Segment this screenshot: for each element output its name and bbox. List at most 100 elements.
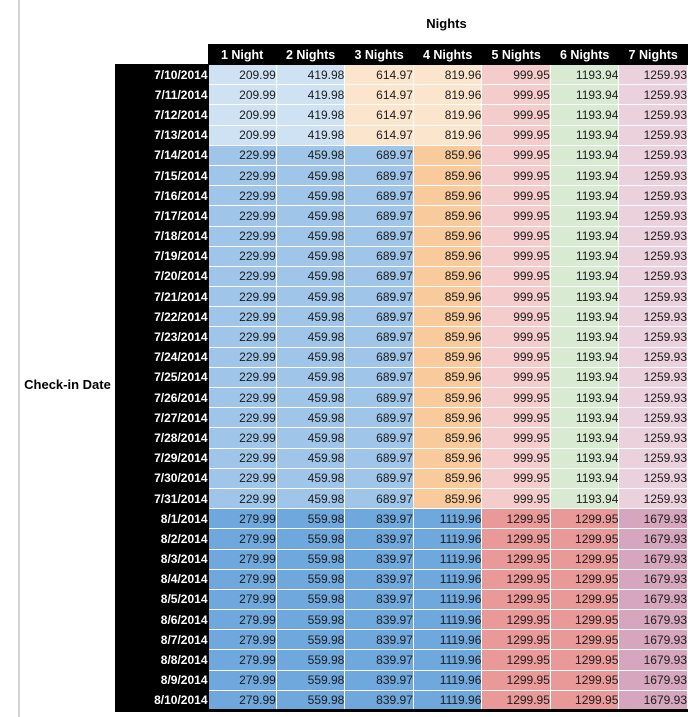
price-cell[interactable]: 279.99 <box>207 528 277 550</box>
price-cell[interactable]: 999.95 <box>481 124 551 146</box>
price-cell[interactable]: 1193.94 <box>549 164 620 187</box>
price-cell[interactable]: 1259.93 <box>618 265 688 288</box>
date-cell[interactable]: 8/7/2014 <box>115 629 209 651</box>
price-cell[interactable]: 819.96 <box>412 104 483 126</box>
price-cell[interactable]: 279.99 <box>207 548 277 570</box>
price-cell[interactable]: 1299.95 <box>481 609 551 631</box>
price-cell[interactable]: 999.95 <box>481 144 551 166</box>
price-cell[interactable]: 1259.93 <box>618 104 688 126</box>
price-cell[interactable]: 229.99 <box>207 487 277 510</box>
price-cell[interactable]: 459.98 <box>275 144 346 166</box>
price-cell[interactable]: 459.98 <box>275 225 346 247</box>
price-cell[interactable]: 459.98 <box>275 346 346 368</box>
price-cell[interactable]: 999.95 <box>481 467 551 489</box>
price-cell[interactable]: 229.99 <box>207 346 277 368</box>
price-cell[interactable]: 1119.96 <box>412 629 483 651</box>
price-cell[interactable]: 559.98 <box>275 568 346 590</box>
price-cell[interactable]: 459.98 <box>275 467 346 489</box>
price-cell[interactable]: 559.98 <box>275 508 346 530</box>
price-cell[interactable]: 859.96 <box>412 306 483 328</box>
price-cell[interactable]: 1259.93 <box>618 447 688 469</box>
price-cell[interactable]: 1259.93 <box>618 205 688 227</box>
price-cell[interactable]: 999.95 <box>481 386 551 409</box>
price-cell[interactable]: 229.99 <box>207 164 277 187</box>
date-cell[interactable]: 7/16/2014 <box>115 185 209 207</box>
price-cell[interactable]: 859.96 <box>412 346 483 368</box>
price-cell[interactable]: 859.96 <box>412 225 483 247</box>
price-cell[interactable]: 1259.93 <box>618 63 688 86</box>
price-cell[interactable]: 459.98 <box>275 164 346 187</box>
price-cell[interactable]: 1193.94 <box>549 245 620 267</box>
price-cell[interactable]: 614.97 <box>344 104 414 126</box>
price-cell[interactable]: 1119.96 <box>412 568 483 590</box>
price-cell[interactable]: 1299.95 <box>549 609 620 631</box>
date-cell[interactable]: 7/19/2014 <box>115 245 209 267</box>
price-cell[interactable]: 839.97 <box>344 548 414 570</box>
price-cell[interactable]: 1679.93 <box>618 689 688 712</box>
price-cell[interactable]: 459.98 <box>275 265 346 288</box>
price-cell[interactable]: 1259.93 <box>618 225 688 247</box>
price-cell[interactable]: 1193.94 <box>549 306 620 328</box>
price-cell[interactable]: 1193.94 <box>549 84 620 106</box>
price-cell[interactable]: 459.98 <box>275 366 346 389</box>
price-cell[interactable]: 1299.95 <box>549 528 620 550</box>
price-cell[interactable]: 229.99 <box>207 306 277 328</box>
price-cell[interactable]: 689.97 <box>344 487 414 510</box>
price-cell[interactable]: 1193.94 <box>549 265 620 288</box>
price-cell[interactable]: 1299.95 <box>549 629 620 651</box>
price-cell[interactable]: 859.96 <box>412 386 483 409</box>
price-cell[interactable]: 614.97 <box>344 84 414 106</box>
date-cell[interactable]: 7/24/2014 <box>115 346 209 368</box>
date-cell[interactable]: 7/14/2014 <box>115 144 209 166</box>
price-cell[interactable]: 1259.93 <box>618 386 688 409</box>
price-cell[interactable]: 459.98 <box>275 286 346 308</box>
price-cell[interactable]: 1299.95 <box>549 689 620 712</box>
price-cell[interactable]: 1193.94 <box>549 144 620 166</box>
price-cell[interactable]: 689.97 <box>344 386 414 409</box>
price-cell[interactable]: 559.98 <box>275 609 346 631</box>
price-cell[interactable]: 689.97 <box>344 467 414 489</box>
price-cell[interactable]: 459.98 <box>275 487 346 510</box>
date-cell[interactable]: 7/23/2014 <box>115 326 209 348</box>
price-cell[interactable]: 279.99 <box>207 669 277 691</box>
price-cell[interactable]: 999.95 <box>481 104 551 126</box>
price-cell[interactable]: 1299.95 <box>481 649 551 671</box>
date-cell[interactable]: 7/15/2014 <box>115 164 209 187</box>
price-cell[interactable]: 279.99 <box>207 568 277 590</box>
price-cell[interactable]: 559.98 <box>275 588 346 611</box>
price-cell[interactable]: 1259.93 <box>618 245 688 267</box>
column-header-cell[interactable]: 7 Nights <box>618 44 688 65</box>
price-cell[interactable]: 859.96 <box>412 245 483 267</box>
price-cell[interactable]: 1193.94 <box>549 407 620 429</box>
date-cell[interactable]: 8/3/2014 <box>115 548 209 570</box>
price-cell[interactable]: 209.99 <box>207 104 277 126</box>
price-cell[interactable]: 999.95 <box>481 366 551 389</box>
price-cell[interactable]: 1259.93 <box>618 185 688 207</box>
price-cell[interactable]: 999.95 <box>481 164 551 187</box>
price-cell[interactable]: 689.97 <box>344 346 414 368</box>
price-cell[interactable]: 459.98 <box>275 245 346 267</box>
price-cell[interactable]: 1299.95 <box>549 669 620 691</box>
price-cell[interactable]: 229.99 <box>207 265 277 288</box>
price-cell[interactable]: 999.95 <box>481 306 551 328</box>
date-cell[interactable]: 7/12/2014 <box>115 104 209 126</box>
price-cell[interactable]: 1679.93 <box>618 548 688 570</box>
price-cell[interactable]: 1679.93 <box>618 588 688 611</box>
price-cell[interactable]: 689.97 <box>344 427 414 449</box>
price-cell[interactable]: 229.99 <box>207 427 277 449</box>
price-cell[interactable]: 1193.94 <box>549 326 620 348</box>
price-cell[interactable]: 1299.95 <box>481 528 551 550</box>
price-cell[interactable]: 1679.93 <box>618 669 688 691</box>
price-cell[interactable]: 689.97 <box>344 407 414 429</box>
price-cell[interactable]: 459.98 <box>275 205 346 227</box>
price-cell[interactable]: 1679.93 <box>618 568 688 590</box>
price-cell[interactable]: 1679.93 <box>618 609 688 631</box>
price-cell[interactable]: 229.99 <box>207 205 277 227</box>
price-cell[interactable]: 279.99 <box>207 609 277 631</box>
price-cell[interactable]: 1259.93 <box>618 366 688 389</box>
price-cell[interactable]: 229.99 <box>207 326 277 348</box>
price-cell[interactable]: 229.99 <box>207 286 277 308</box>
price-cell[interactable]: 999.95 <box>481 245 551 267</box>
price-cell[interactable]: 459.98 <box>275 185 346 207</box>
price-cell[interactable]: 459.98 <box>275 386 346 409</box>
